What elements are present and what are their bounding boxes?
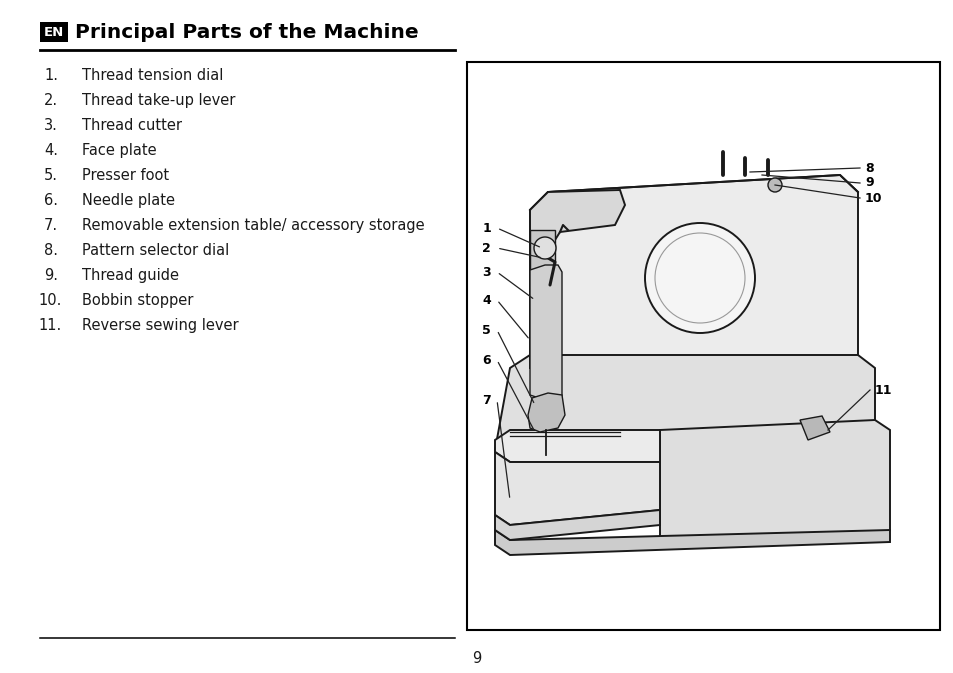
Polygon shape — [530, 265, 561, 400]
Text: Thread tension dial: Thread tension dial — [82, 68, 223, 83]
Text: 11.: 11. — [39, 318, 62, 333]
Polygon shape — [530, 175, 857, 368]
Bar — [40, 22, 68, 42]
Polygon shape — [659, 420, 889, 542]
Polygon shape — [495, 430, 659, 462]
Text: 1.: 1. — [44, 68, 58, 83]
Text: Reverse sewing lever: Reverse sewing lever — [82, 318, 238, 333]
Text: 3: 3 — [482, 266, 491, 279]
Text: 4.: 4. — [44, 143, 58, 158]
Polygon shape — [527, 393, 564, 432]
Polygon shape — [495, 530, 889, 555]
Text: Pattern selector dial: Pattern selector dial — [82, 243, 229, 258]
Text: 6.: 6. — [44, 193, 58, 208]
Circle shape — [644, 223, 754, 333]
Text: Removable extension table/ accessory storage: Removable extension table/ accessory sto… — [82, 218, 424, 233]
Circle shape — [767, 178, 781, 192]
Text: 8.: 8. — [44, 243, 58, 258]
Polygon shape — [530, 230, 555, 368]
Text: Presser foot: Presser foot — [82, 168, 169, 183]
Polygon shape — [495, 355, 874, 462]
Text: 1: 1 — [482, 221, 491, 234]
Text: 11: 11 — [874, 384, 892, 396]
Text: 5.: 5. — [44, 168, 58, 183]
Polygon shape — [495, 452, 659, 525]
Text: Face plate: Face plate — [82, 143, 156, 158]
Text: 10: 10 — [864, 192, 882, 205]
Text: Thread take-up lever: Thread take-up lever — [82, 93, 235, 108]
Text: Principal Parts of the Machine: Principal Parts of the Machine — [75, 22, 418, 42]
Polygon shape — [530, 190, 624, 368]
Text: 3.: 3. — [44, 118, 58, 133]
Text: 7.: 7. — [44, 218, 58, 233]
Text: 2.: 2. — [44, 93, 58, 108]
Text: Thread guide: Thread guide — [82, 268, 179, 283]
Circle shape — [534, 237, 556, 259]
Text: 5: 5 — [482, 324, 491, 336]
Text: Thread cutter: Thread cutter — [82, 118, 182, 133]
Text: 4: 4 — [482, 293, 491, 306]
Text: Needle plate: Needle plate — [82, 193, 174, 208]
Text: 8: 8 — [864, 162, 873, 174]
Text: 10.: 10. — [38, 293, 62, 308]
Bar — [467, 62, 939, 630]
Text: 7: 7 — [482, 394, 491, 406]
Text: 9: 9 — [864, 176, 873, 190]
Text: 2: 2 — [482, 242, 491, 254]
Text: Bobbin stopper: Bobbin stopper — [82, 293, 193, 308]
Polygon shape — [495, 510, 659, 540]
Text: 9: 9 — [472, 651, 481, 666]
Polygon shape — [800, 416, 829, 440]
Text: EN: EN — [44, 26, 64, 38]
Text: 9.: 9. — [44, 268, 58, 283]
Text: 6: 6 — [482, 353, 491, 367]
